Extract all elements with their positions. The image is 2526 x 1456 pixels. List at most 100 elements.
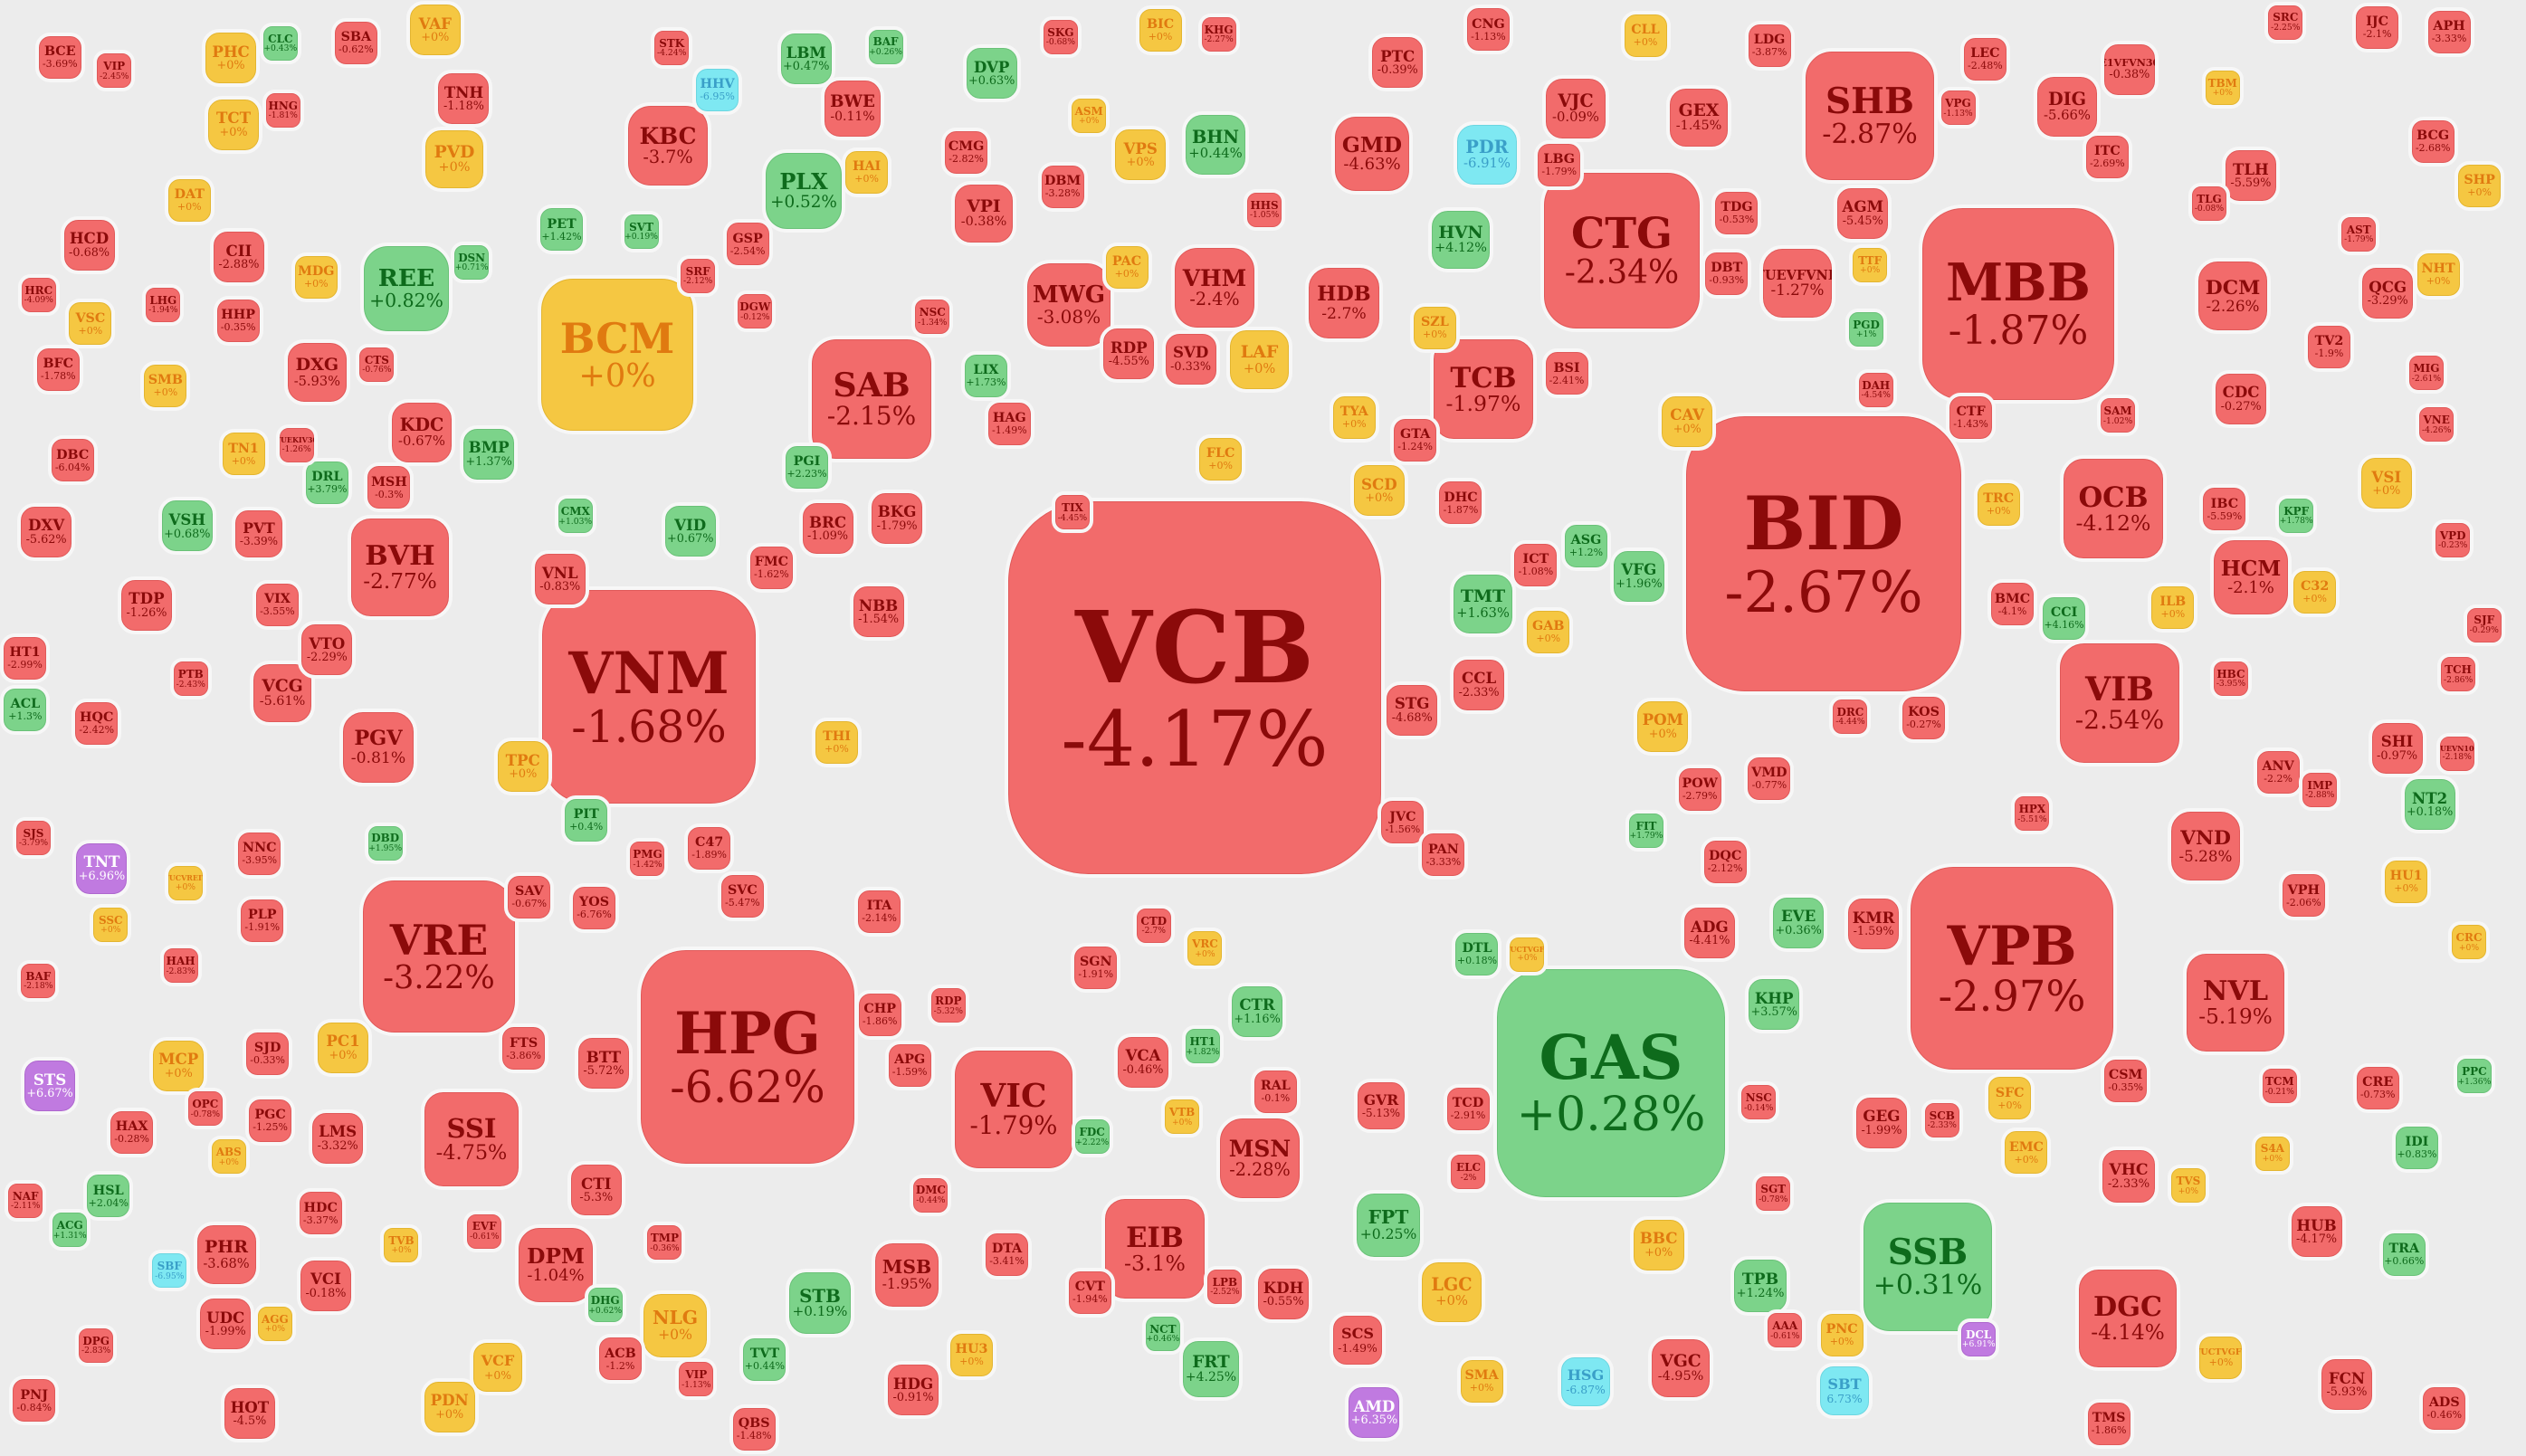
stock-bubble-tdp[interactable]: TDP -1.26%	[117, 576, 176, 634]
stock-bubble-ht1[interactable]: HT1 -2.99%	[0, 633, 51, 684]
stock-bubble-vgc[interactable]: VGC -4.95%	[1648, 1336, 1713, 1401]
stock-bubble-kmr[interactable]: KMR -1.59%	[1844, 895, 1903, 954]
stock-bubble-hub[interactable]: HUB -4.17%	[2287, 1203, 2346, 1261]
stock-bubble-vto[interactable]: VTO -2.29%	[298, 621, 357, 680]
stock-bubble-btt[interactable]: BTT -5.72%	[574, 1034, 633, 1093]
stock-bubble-tms[interactable]: TMS -1.86%	[2083, 1398, 2134, 1449]
stock-bubble-vib[interactable]: VIB -2.54%	[2056, 640, 2183, 766]
stock-bubble-dbt[interactable]: DBT -0.93%	[1701, 248, 1752, 299]
stock-bubble-dgc[interactable]: DGC -4.14%	[2075, 1266, 2180, 1371]
stock-bubble-fcn[interactable]: FCN -5.93%	[2317, 1356, 2376, 1414]
stock-bubble-kbc[interactable]: KBC -3.7%	[624, 102, 711, 189]
stock-bubble-nt2[interactable]: NT2 +0.18%	[2400, 776, 2459, 834]
stock-bubble-vip[interactable]: VIP -1.13%	[675, 1358, 718, 1401]
stock-bubble-dcm[interactable]: DCM -2.26%	[2195, 258, 2271, 334]
stock-bubble-vne[interactable]: VNE -4.26%	[2416, 404, 2458, 446]
stock-bubble-cmx[interactable]: CMX +1.03%	[554, 495, 596, 538]
stock-bubble-crc[interactable]: CRC +0%	[2447, 921, 2490, 964]
stock-bubble-gab[interactable]: GAB +0%	[1523, 606, 1574, 657]
stock-bubble-bcg[interactable]: BCG -2.68%	[2407, 116, 2458, 167]
stock-bubble-baf[interactable]: BAF -2.18%	[17, 959, 60, 1002]
stock-bubble-tvs[interactable]: TVS +0%	[2167, 1165, 2209, 1207]
stock-bubble-vca[interactable]: VCA -0.46%	[1113, 1033, 1172, 1091]
stock-bubble-apg[interactable]: APG -1.59%	[884, 1040, 935, 1090]
stock-bubble-vic[interactable]: VIC -1.79%	[951, 1047, 1076, 1172]
stock-bubble-itc[interactable]: ITC -2.69%	[2082, 132, 2132, 182]
stock-bubble-tch[interactable]: TCH -2.86%	[2437, 653, 2480, 696]
stock-bubble-dat[interactable]: DAT +0%	[164, 176, 214, 226]
stock-bubble-sma[interactable]: SMA +0%	[1456, 1356, 1507, 1407]
stock-bubble-hsg[interactable]: HSG -6.87%	[1558, 1354, 1614, 1410]
stock-bubble-elc[interactable]: ELC -2%	[1447, 1151, 1490, 1194]
stock-bubble-vaf[interactable]: VAF +0%	[405, 1, 464, 60]
stock-bubble-chp[interactable]: CHP -1.86%	[854, 989, 905, 1040]
stock-bubble-stg[interactable]: STG -4.68%	[1383, 680, 1442, 739]
stock-bubble-shb[interactable]: SHB -2.87%	[1802, 48, 1938, 184]
stock-bubble-mbb[interactable]: MBB -1.87%	[1919, 205, 2118, 404]
stock-bubble-dbm[interactable]: DBM -3.28%	[1037, 161, 1088, 212]
stock-bubble-gas[interactable]: GAS +0.28%	[1493, 966, 1729, 1201]
stock-bubble-sav[interactable]: SAV -0.67%	[504, 871, 555, 922]
stock-bubble-tvb[interactable]: TVB +0%	[380, 1223, 423, 1266]
stock-bubble-srf[interactable]: SRF -2.12%	[677, 254, 720, 297]
stock-bubble-ttf[interactable]: TTF +0%	[1849, 243, 1892, 286]
stock-bubble-pgv[interactable]: PGV -0.81%	[339, 709, 417, 786]
stock-bubble-vre[interactable]: VRE -3.22%	[359, 877, 519, 1036]
stock-bubble-fuctvgf4[interactable]: FUCTVGF4 +0%	[2196, 1333, 2246, 1384]
stock-bubble-sjf[interactable]: SJF -0.29%	[2463, 604, 2505, 646]
stock-bubble-dsn[interactable]: DSN +0.71%	[451, 241, 493, 283]
stock-bubble-tct[interactable]: TCT +0%	[205, 95, 262, 154]
stock-bubble-pc1[interactable]: PC1 +0%	[314, 1018, 372, 1077]
stock-bubble-acb[interactable]: ACB -1.2%	[595, 1334, 645, 1385]
stock-bubble-ccl[interactable]: CCL -2.33%	[1450, 655, 1509, 714]
stock-bubble-mwg[interactable]: MWG -3.08%	[1024, 260, 1114, 350]
stock-bubble-cng[interactable]: CNG -1.13%	[1463, 5, 1513, 55]
stock-bubble-scb[interactable]: SCB -2.33%	[1921, 1099, 1963, 1141]
stock-bubble-gex[interactable]: GEX -1.45%	[1666, 85, 1731, 150]
stock-bubble-fts[interactable]: FTS -3.86%	[499, 1023, 549, 1074]
stock-bubble-drc[interactable]: DRC -4.44%	[1829, 695, 1872, 738]
stock-bubble-tnt[interactable]: TNT +6.96%	[72, 839, 131, 898]
stock-bubble-svc[interactable]: SVC -5.47%	[717, 871, 767, 921]
stock-bubble-vpd[interactable]: VPD -0.23%	[2432, 519, 2474, 561]
stock-bubble-asm[interactable]: ASM +0%	[1068, 95, 1110, 137]
stock-bubble-dxg[interactable]: DXG -5.93%	[283, 338, 350, 405]
stock-bubble-thi[interactable]: THI +0%	[811, 718, 862, 768]
stock-bubble-fucvreit[interactable]: FUCVREIT +0%	[164, 862, 206, 905]
stock-bubble-dtl[interactable]: DTL +0.18%	[1452, 929, 1502, 980]
stock-bubble-hcm[interactable]: HCM -2.1%	[2210, 537, 2292, 618]
stock-bubble-svd[interactable]: SVD -0.33%	[1161, 329, 1220, 388]
stock-bubble-tdg[interactable]: TDG -0.53%	[1711, 187, 1762, 238]
stock-bubble-e1vfvn30[interactable]: E1VFVN30 -0.38%	[2100, 40, 2159, 99]
stock-bubble-hvn[interactable]: HVN +4.12%	[1428, 207, 1493, 272]
stock-bubble-ht1[interactable]: HT1 +1.82%	[1181, 1025, 1224, 1068]
stock-bubble-scs[interactable]: SCS -1.49%	[1330, 1312, 1386, 1368]
stock-bubble-eib[interactable]: EIB -3.1%	[1101, 1195, 1208, 1302]
stock-bubble-hhv[interactable]: HHV -6.95%	[692, 65, 743, 116]
stock-bubble-vcf[interactable]: VCF +0%	[470, 1339, 526, 1395]
stock-bubble-fmc[interactable]: FMC -1.62%	[746, 543, 796, 594]
stock-bubble-ssi[interactable]: SSI -4.75%	[421, 1089, 522, 1190]
stock-bubble-pnc[interactable]: PNC +0%	[1816, 1309, 1867, 1360]
stock-bubble-hbc[interactable]: HBC -3.95%	[2209, 657, 2252, 699]
stock-bubble-anv[interactable]: ANV -2.2%	[2253, 747, 2303, 797]
stock-bubble-idi[interactable]: IDI +0.83%	[2391, 1123, 2442, 1174]
stock-bubble-nct[interactable]: NCT +0.46%	[1141, 1312, 1184, 1355]
stock-bubble-bbc[interactable]: BBC +0%	[1629, 1215, 1688, 1274]
stock-bubble-adg[interactable]: ADG -4.41%	[1680, 904, 1739, 963]
stock-bubble-hsl[interactable]: HSL +2.04%	[83, 1171, 134, 1222]
stock-bubble-hdg[interactable]: HDG -0.91%	[884, 1361, 942, 1419]
stock-bubble-svt[interactable]: SVT +0.19%	[620, 210, 662, 252]
stock-bubble-msb[interactable]: MSB -1.95%	[872, 1240, 942, 1310]
stock-bubble-bwe[interactable]: BWE -0.11%	[821, 77, 884, 140]
stock-bubble-fdc[interactable]: FDC +2.22%	[1071, 1116, 1113, 1158]
stock-bubble-mig[interactable]: MIG -2.61%	[2405, 352, 2447, 395]
stock-bubble-c47[interactable]: C47 -1.89%	[684, 823, 735, 873]
stock-bubble-scd[interactable]: SCD +0%	[1349, 462, 1408, 520]
stock-bubble-dta[interactable]: DTA -3.41%	[982, 1229, 1033, 1280]
stock-bubble-tcm[interactable]: TCM -0.21%	[2258, 1065, 2301, 1108]
stock-bubble-tvt[interactable]: TVT +0.44%	[739, 1334, 790, 1385]
stock-bubble-tn1[interactable]: TN1 +0%	[218, 429, 269, 480]
stock-bubble-pow[interactable]: POW -2.79%	[1674, 764, 1725, 814]
stock-bubble-hdb[interactable]: HDB -2.7%	[1305, 264, 1383, 342]
